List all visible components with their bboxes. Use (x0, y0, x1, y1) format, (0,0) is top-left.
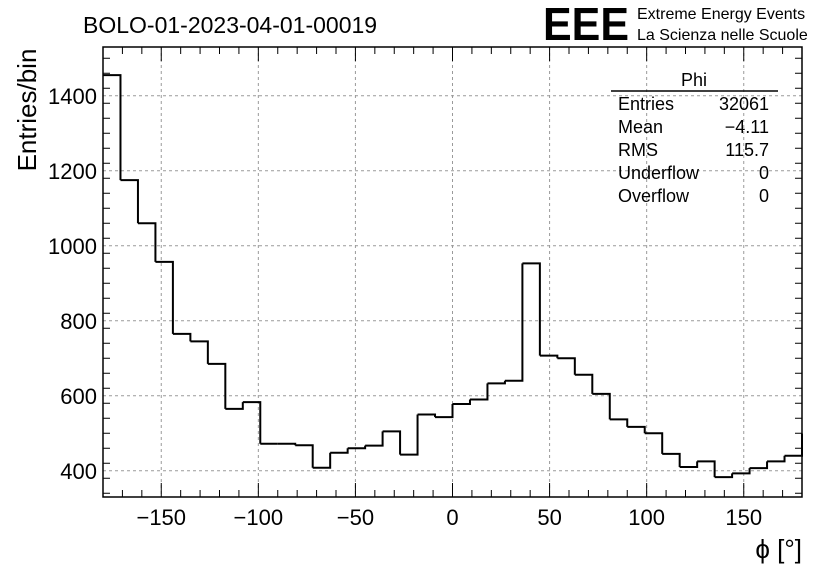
histogram-bin (679, 461, 699, 468)
histogram-bin (435, 404, 454, 419)
histogram-bin (225, 402, 244, 410)
histogram-bin (557, 357, 576, 375)
stats-label-underflow: Underflow (618, 163, 700, 183)
stats-title: Phi (681, 70, 707, 90)
eee-logo: EEE Extreme Energy Events La Scienza nel… (543, 0, 808, 50)
histogram-bin (784, 433, 803, 457)
stats-value-entries: 32061 (719, 94, 769, 114)
histogram-bin (242, 401, 262, 444)
stats-value-underflow: 0 (759, 163, 769, 183)
histogram-bin (277, 442, 297, 446)
stats-label-rms: RMS (618, 140, 658, 160)
histogram-bin (662, 452, 681, 467)
histogram-bin (400, 414, 419, 456)
stats-label-mean: Mean (618, 117, 663, 137)
y-tick-label: 800 (60, 309, 97, 334)
histogram-bin (417, 413, 437, 418)
histogram-bin (504, 263, 524, 382)
y-tick-label: 1000 (48, 234, 97, 259)
histogram-bin (190, 340, 209, 364)
histogram-bin (382, 430, 402, 455)
histogram-bin (592, 392, 611, 420)
stats-box: Phi Entries 32061 Mean −4.11 RMS 115.7 U… (611, 70, 778, 206)
stats-value-overflow: 0 (759, 186, 769, 206)
histogram-bin (452, 399, 471, 405)
histogram-bin (172, 332, 192, 342)
histogram-bin (732, 468, 751, 475)
histogram-bin (365, 431, 384, 447)
histogram-bin (295, 444, 314, 468)
stats-value-mean: −4.11 (725, 117, 769, 137)
histogram-bin (103, 74, 122, 181)
x-tick-label: −100 (234, 505, 284, 530)
stats-value-rms: 115.7 (725, 140, 769, 160)
x-tick-label: 0 (446, 505, 458, 530)
y-tick-label: 600 (60, 384, 97, 409)
histogram-bin (155, 260, 174, 334)
x-axis-label: ϕ [°] (755, 534, 802, 564)
axes: −150 −100 −50 0 50 100 150 400 600 800 1000 1200 140… (48, 46, 803, 530)
x-tick-label: 50 (537, 505, 561, 530)
eee-logo-mark: EEE (543, 0, 629, 50)
histogram-bars (103, 74, 803, 479)
histogram-bin (330, 448, 349, 454)
histogram-bin (644, 432, 664, 454)
histogram-bin (609, 418, 629, 427)
histogram-bin (207, 362, 227, 409)
histogram-bin (574, 373, 594, 394)
histogram-bin (697, 460, 716, 478)
histogram-bin (714, 473, 734, 479)
y-tick-label: 1200 (48, 159, 97, 184)
eee-logo-line1: Extreme Energy Events (637, 6, 805, 23)
x-tick-label: 100 (628, 505, 665, 530)
chart-title: BOLO-01-2023-04-01-00019 (83, 12, 377, 38)
stats-label-entries: Entries (618, 94, 674, 114)
histogram-bin (487, 380, 506, 385)
y-tick-label: 400 (60, 459, 97, 484)
histogram-bin (347, 445, 367, 450)
x-tick-label: 150 (725, 505, 762, 530)
x-tick-label: −50 (337, 505, 374, 530)
y-tick-label: 1400 (48, 84, 97, 109)
y-axis-label: Entries/bin (12, 49, 42, 172)
stats-label-overflow: Overflow (618, 186, 690, 206)
histogram-bin (539, 354, 559, 359)
eee-logo-line2: La Scienza nelle Scuole (637, 27, 808, 44)
histogram-bin (767, 455, 786, 463)
histogram-bin (749, 461, 769, 470)
histogram-bin (627, 425, 646, 434)
histogram-bin (312, 452, 332, 469)
histogram-bin (469, 383, 489, 401)
grid-lines (103, 47, 802, 497)
x-tick-label: −150 (136, 505, 186, 530)
histogram-bin (120, 179, 139, 224)
histogram-bin (137, 222, 157, 262)
histogram-bin (522, 262, 541, 356)
